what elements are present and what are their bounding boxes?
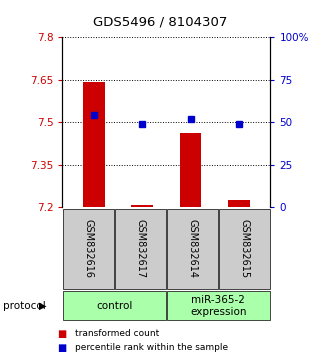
Bar bbox=[180, 133, 202, 207]
Text: GSM832616: GSM832616 bbox=[84, 219, 93, 278]
Text: ■: ■ bbox=[58, 329, 67, 339]
Text: GSM832615: GSM832615 bbox=[239, 219, 249, 278]
Text: protocol: protocol bbox=[3, 301, 46, 311]
Text: ▶: ▶ bbox=[39, 301, 47, 311]
Text: control: control bbox=[96, 301, 132, 311]
Text: miR-365-2
expression: miR-365-2 expression bbox=[190, 295, 247, 317]
Text: transformed count: transformed count bbox=[75, 329, 159, 338]
Text: percentile rank within the sample: percentile rank within the sample bbox=[75, 343, 228, 352]
Bar bbox=[83, 82, 105, 207]
Text: GSM832614: GSM832614 bbox=[188, 219, 197, 278]
Text: ■: ■ bbox=[58, 343, 67, 353]
Bar bbox=[228, 200, 250, 207]
Text: GSM832617: GSM832617 bbox=[135, 219, 145, 278]
Bar bbox=[131, 205, 153, 207]
Text: GDS5496 / 8104307: GDS5496 / 8104307 bbox=[93, 16, 227, 29]
